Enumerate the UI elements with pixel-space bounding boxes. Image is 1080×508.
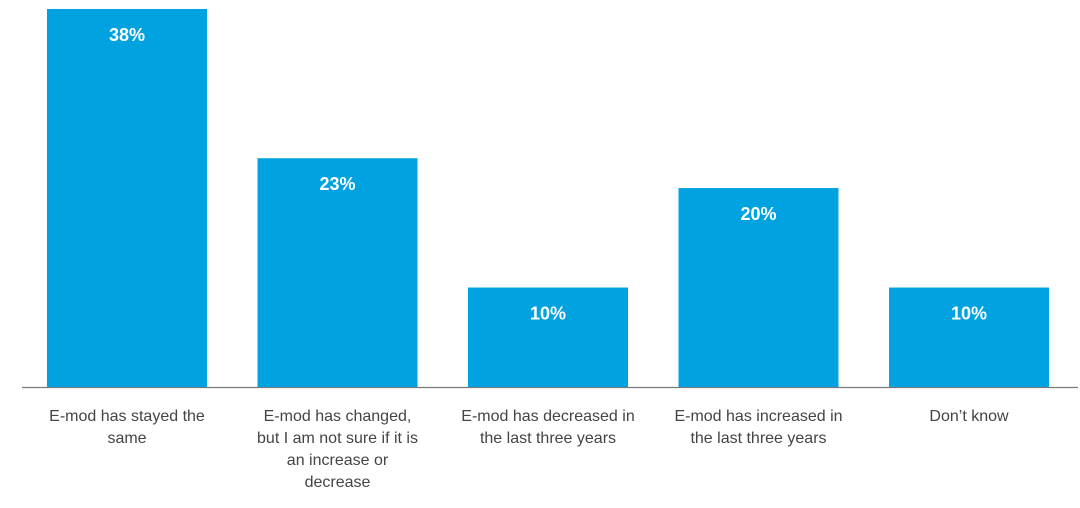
category-label-1: E-mod has stayed the same <box>49 408 205 447</box>
category-label-5: Don’t know <box>929 408 1009 425</box>
category-label-3: E-mod has decreased in the last three ye… <box>461 408 635 447</box>
bar-2 <box>257 158 418 387</box>
category-label-4: E-mod has increased in the last three ye… <box>674 408 843 447</box>
bar-3 <box>468 287 628 387</box>
bar-value-label-2: 23% <box>319 174 355 194</box>
bar-4 <box>678 188 839 387</box>
bar-5 <box>889 287 1049 387</box>
bar-1 <box>47 9 207 387</box>
category-label-2: E-mod has changed, but I am not sure if … <box>257 408 418 491</box>
bar-value-label-4: 20% <box>740 204 776 224</box>
bar-value-label-1: 38% <box>109 25 145 45</box>
bar-value-label-3: 10% <box>530 304 566 324</box>
bar-value-label-5: 10% <box>951 304 987 324</box>
